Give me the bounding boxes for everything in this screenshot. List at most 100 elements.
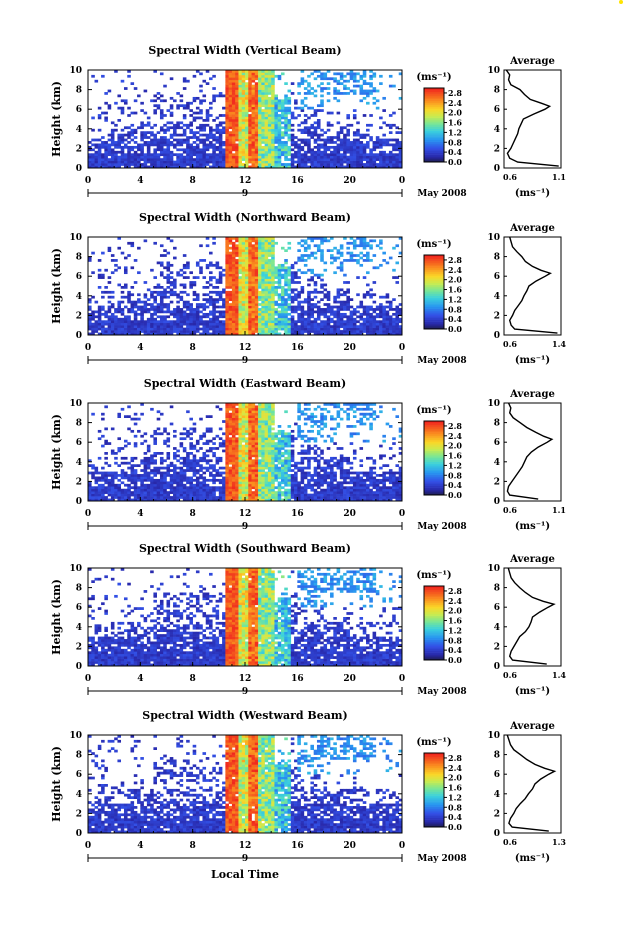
heatmap-cell	[160, 144, 164, 147]
heatmap-cell	[274, 242, 278, 245]
heatmap-cell	[238, 323, 242, 326]
heatmap-cell	[196, 112, 200, 115]
heatmap-cell	[294, 151, 298, 154]
heatmap-cell	[163, 163, 167, 166]
heatmap-cell	[232, 139, 236, 142]
heatmap-cell	[356, 129, 360, 132]
heatmap-cell	[373, 293, 377, 296]
heatmap-cell	[278, 102, 282, 105]
heatmap-cell	[314, 112, 318, 115]
heatmap-cell	[333, 97, 337, 100]
heatmap-cell	[232, 284, 236, 287]
heatmap-cell	[206, 306, 210, 309]
heatmap-cell	[167, 486, 171, 489]
heatmap-cell	[153, 291, 157, 294]
heatmap-cell	[157, 139, 161, 142]
heatmap-cell	[297, 153, 301, 156]
heatmap-cell	[91, 494, 95, 497]
heatmap-cell	[261, 269, 265, 272]
heatmap-cell	[160, 462, 164, 465]
heatmap-cell	[274, 146, 278, 149]
heatmap-cell	[104, 311, 108, 314]
heatmap-cell	[225, 252, 229, 255]
heatmap-cell	[271, 87, 275, 90]
heatmap-cell	[268, 92, 272, 95]
heatmap-cell	[88, 325, 92, 328]
heatmap-cell	[301, 153, 305, 156]
heatmap-cell	[235, 136, 239, 139]
heatmap-cell	[193, 486, 197, 489]
heatmap-cell	[101, 484, 105, 487]
heatmap-cell	[229, 239, 233, 242]
heatmap-cell	[206, 454, 210, 457]
heatmap-cell	[173, 291, 177, 294]
heatmap-cell	[183, 489, 187, 492]
heatmap-cell	[127, 484, 131, 487]
heatmap-cell	[124, 472, 128, 475]
heatmap-cell	[379, 313, 383, 316]
heatmap-cell	[117, 464, 121, 467]
heatmap-cell	[242, 82, 246, 85]
heatmap-cell	[206, 134, 210, 137]
heatmap-cell	[271, 252, 275, 255]
heatmap-cell	[235, 77, 239, 80]
heatmap-cell	[153, 161, 157, 164]
heatmap-cell	[127, 474, 131, 477]
heatmap-cell	[245, 114, 249, 117]
heatmap-cell	[176, 139, 180, 142]
heatmap-cell	[379, 156, 383, 159]
heatmap-cell	[212, 158, 216, 161]
heatmap-cell	[199, 148, 203, 151]
heatmap-cell	[183, 318, 187, 321]
heatmap-cell	[212, 328, 216, 331]
heatmap-cell	[386, 163, 390, 166]
heatmap-cell	[281, 320, 285, 323]
heatmap-cell	[350, 153, 354, 156]
heatmap-cell	[379, 242, 383, 245]
heatmap-cell	[180, 126, 184, 129]
heatmap-cell	[255, 114, 259, 117]
heatmap-cell	[271, 301, 275, 304]
heatmap-cell	[186, 158, 190, 161]
heatmap-cell	[271, 328, 275, 331]
heatmap-cell	[199, 418, 203, 421]
heatmap-cell	[252, 112, 256, 115]
heatmap-cell	[137, 153, 141, 156]
heatmap-cell	[232, 262, 236, 265]
heatmap-cell	[160, 95, 164, 98]
heatmap-cell	[245, 264, 249, 267]
heatmap-cell	[307, 293, 311, 296]
heatmap-cell	[242, 254, 246, 257]
heatmap-cell	[147, 151, 151, 154]
heatmap-cell	[193, 112, 197, 115]
heatmap-cell	[104, 452, 108, 455]
heatmap-cell	[232, 308, 236, 311]
heatmap-cell	[307, 330, 311, 333]
heatmap-cell	[320, 252, 324, 255]
heatmap-cell	[193, 119, 197, 122]
heatmap-cell	[359, 134, 363, 137]
heatmap-cell	[245, 313, 249, 316]
heatmap-cell	[255, 90, 259, 93]
heatmap-cell	[95, 486, 99, 489]
heatmap-cell	[288, 136, 292, 139]
heatmap-cell	[265, 328, 269, 331]
heatmap-cell	[379, 315, 383, 318]
heatmap-cell	[153, 296, 157, 299]
heatmap-cell	[317, 148, 321, 151]
heatmap-cell	[183, 311, 187, 314]
heatmap-cell	[232, 266, 236, 269]
heatmap-cell	[117, 308, 121, 311]
heatmap-cell	[108, 320, 112, 323]
heatmap-cell	[395, 328, 399, 331]
heatmap-cell	[245, 288, 249, 291]
heatmap-cell	[252, 257, 256, 260]
heatmap-cell	[209, 144, 213, 147]
heatmap-cell	[134, 313, 138, 316]
heatmap-cell	[209, 134, 213, 137]
heatmap-cell	[150, 131, 154, 134]
heatmap-cell	[261, 320, 265, 323]
heatmap-cell	[248, 318, 252, 321]
heatmap-cell	[193, 153, 197, 156]
heatmap-cell	[229, 303, 233, 306]
